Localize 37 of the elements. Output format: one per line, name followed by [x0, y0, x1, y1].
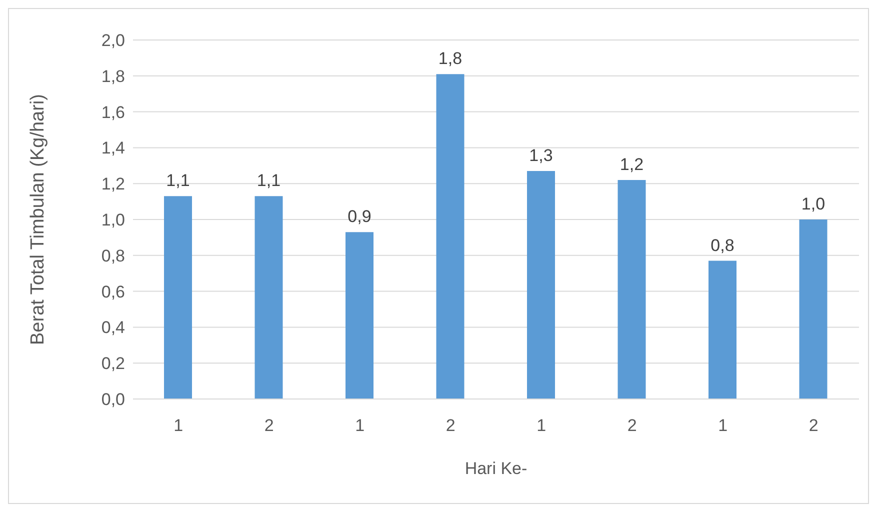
y-tick-label: 1,8 — [101, 66, 125, 86]
y-tick-label: 1,4 — [101, 138, 125, 158]
x-tick-label: 2 — [627, 416, 637, 436]
data-label: 1,3 — [529, 146, 553, 166]
x-tick-label: 2 — [264, 416, 274, 436]
bar — [708, 260, 736, 399]
data-label: 1,1 — [166, 171, 190, 190]
y-axis-title: Berat Total Timbulan (Kg/hari) — [28, 94, 49, 345]
x-tick-label: 1 — [174, 416, 184, 436]
x-tick-label: 1 — [355, 416, 365, 436]
y-tick-label: 1,0 — [101, 210, 125, 230]
bar — [527, 171, 555, 399]
bar — [254, 196, 283, 399]
data-label: 0,9 — [348, 207, 372, 226]
y-tick-label: 0,4 — [101, 318, 125, 338]
x-tick-label: 1 — [718, 416, 728, 436]
x-tick-label: 2 — [446, 416, 456, 436]
y-tick-label: 0,6 — [101, 282, 125, 302]
y-tick-label: 1,2 — [101, 174, 125, 194]
y-tick-label: 1,6 — [101, 102, 125, 122]
data-label: 0,8 — [710, 236, 734, 255]
bar — [799, 220, 828, 399]
x-tick-label: 2 — [808, 416, 818, 436]
bar — [164, 196, 192, 399]
data-label: 1,0 — [801, 194, 826, 214]
bar — [436, 74, 464, 399]
data-label: 1,8 — [438, 49, 462, 68]
bar — [618, 180, 646, 399]
y-tick-label: 0,0 — [101, 390, 125, 410]
y-tick-label: 2,0 — [101, 31, 125, 50]
x-tick-label: 1 — [536, 416, 546, 436]
y-tick-label: 0,2 — [101, 354, 125, 374]
y-tick-label: 0,8 — [101, 246, 125, 266]
bar — [346, 232, 374, 399]
data-label: 1,1 — [256, 171, 281, 190]
x-axis-title: Hari Ke- — [464, 459, 528, 478]
data-label: 1,2 — [620, 155, 644, 174]
